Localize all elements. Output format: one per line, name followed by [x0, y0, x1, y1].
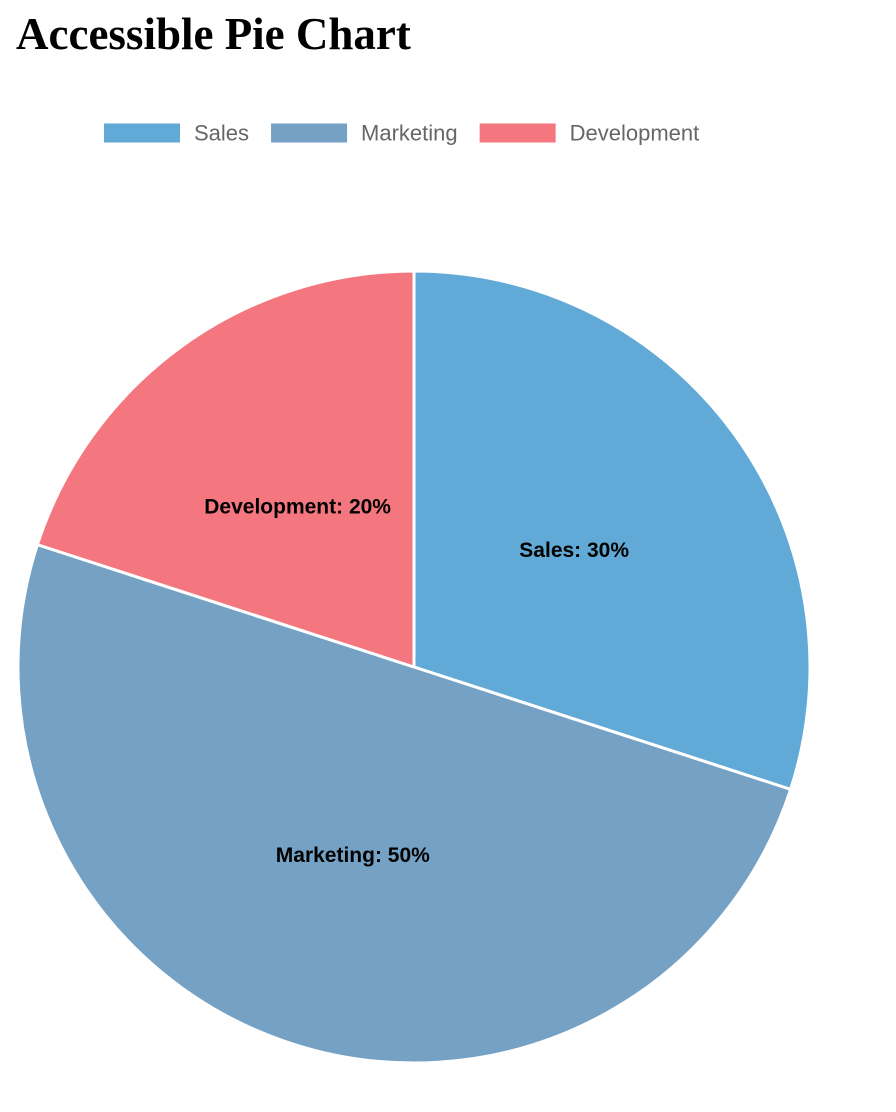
legend-swatch-marketing [271, 123, 348, 143]
pie-slice-labels: Sales: 30% Marketing: 50% Development: 20% [204, 495, 629, 866]
pie-slice-development[interactable] [35, 269, 416, 669]
legend-label-development: Development [570, 121, 700, 146]
legend-swatch-development [479, 123, 556, 143]
slice-label-development: Development: 20% [204, 495, 391, 518]
slice-label-sales: Sales: 30% [519, 539, 629, 562]
legend-label-sales: Sales [194, 121, 249, 146]
legend-item-development[interactable]: Development [479, 121, 700, 146]
legend-item-marketing[interactable]: Marketing [271, 121, 458, 146]
chart-legend: Sales Marketing Development [104, 121, 699, 146]
pie-slice-sales[interactable] [412, 269, 812, 791]
page-title: Accessible Pie Chart [16, 9, 411, 59]
pie-slice-marketing[interactable] [16, 543, 793, 1065]
pie-slices [16, 269, 812, 1065]
legend-swatch-sales [104, 123, 180, 143]
slice-label-marketing: Marketing: 50% [276, 844, 430, 867]
legend-item-sales[interactable]: Sales [104, 121, 249, 146]
legend-label-marketing: Marketing [361, 121, 458, 146]
